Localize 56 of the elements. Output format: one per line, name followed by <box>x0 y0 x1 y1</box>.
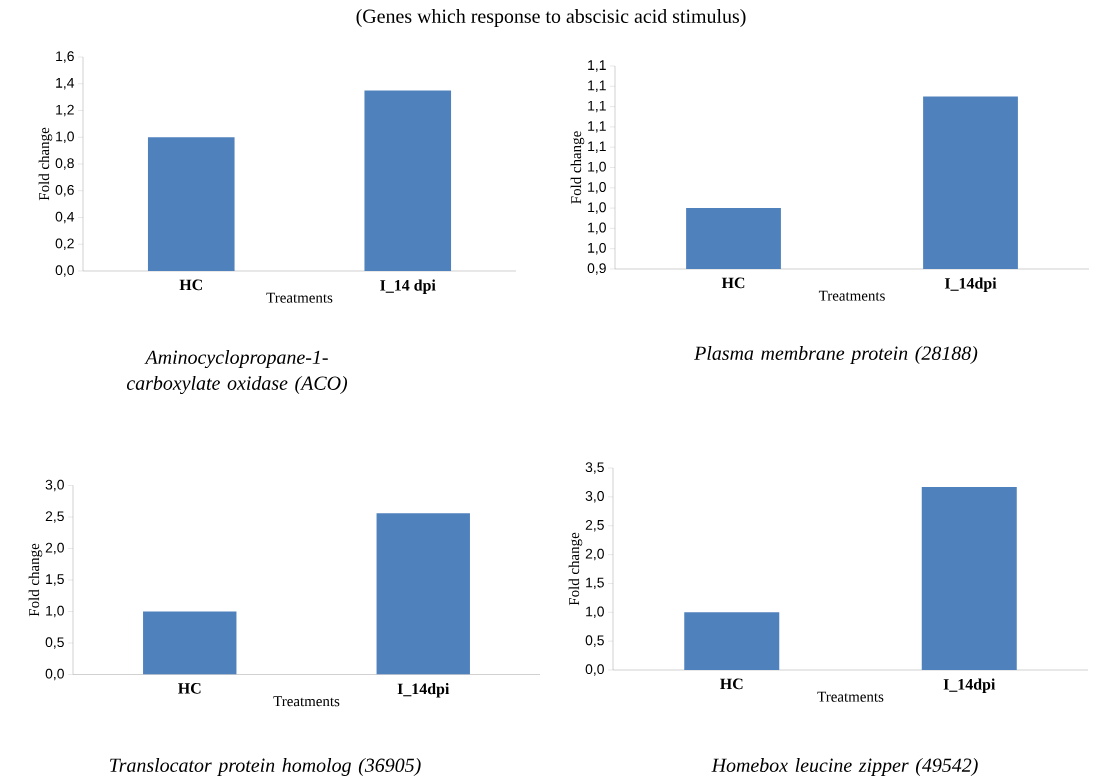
x-tick-label: I_14dpi <box>944 277 997 292</box>
x-axis-title: Treatments <box>273 696 340 707</box>
y-tick-label: 1,0 <box>588 222 606 235</box>
y-tick-label: 1,0 <box>588 182 606 194</box>
y-tick-label: 2,5 <box>585 519 604 532</box>
y-tick-label: 2,0 <box>585 548 604 561</box>
x-tick-label: HC <box>178 683 201 694</box>
y-tick-label: 1,1 <box>588 60 606 72</box>
y-tick-label: 1,1 <box>588 80 606 92</box>
y-tick-label: 1,4 <box>56 78 75 90</box>
y-tick-label: 3,0 <box>585 491 604 503</box>
y-tick-label: 1,0 <box>588 242 606 255</box>
y-tick-label: 1,1 <box>588 121 606 133</box>
chart-title: (Genes which response to abscisic acid stimulus) <box>356 8 746 28</box>
y-tick-label: 0,8 <box>55 158 74 170</box>
y-tick-label: 0,5 <box>45 637 64 649</box>
y-axis-title: Fold change <box>28 543 43 617</box>
y-tick-label: 1,2 <box>56 104 74 117</box>
y-tick-label: 0,2 <box>55 238 74 250</box>
x-tick-label: I_14dpi <box>943 678 996 693</box>
x-axis-title: Treatments <box>817 691 884 702</box>
y-tick-label: 1,1 <box>588 100 606 113</box>
x-tick-label: HC <box>721 277 745 289</box>
x-axis-title: Treatments <box>818 290 885 301</box>
text: Plasma membrane protein (28188) <box>694 345 978 365</box>
y-axis-title: Fold change <box>570 131 585 204</box>
y-tick-label: 0,0 <box>45 668 64 681</box>
y-tick-label: 0,0 <box>585 664 604 676</box>
y-tick-label: 2,5 <box>45 511 64 523</box>
y-axis-title: Fold change <box>38 127 53 201</box>
y-tick-label: 2,0 <box>45 542 64 555</box>
y-tick-label: 0,0 <box>55 265 74 277</box>
y-tick-label: 0,6 <box>55 184 74 197</box>
x-tick-label: I_14 dpi <box>380 279 436 294</box>
text: Translocator protein homolog (36905) <box>110 757 421 777</box>
text: Aminocyclopropane-1-carboxylate oxidase (ACO) <box>126 349 348 395</box>
y-tick-label: 1,0 <box>46 605 64 618</box>
y-tick-label: 0,5 <box>585 635 604 647</box>
y-tick-label: 0,4 <box>55 211 75 224</box>
x-axis-title: Treatments <box>266 292 333 303</box>
y-tick-label: 1,0 <box>56 131 74 143</box>
y-tick-label: 1,5 <box>586 577 604 590</box>
y-tick-label: 1,1 <box>588 141 606 153</box>
text: Homebox leucine zipper (49542) <box>711 757 978 777</box>
y-tick-label: 1,5 <box>46 574 64 586</box>
x-tick-label: HC <box>720 678 743 690</box>
y-tick-label: 1,6 <box>56 51 74 63</box>
y-tick-label: 1,0 <box>588 202 606 214</box>
y-tick-label: 3,5 <box>585 462 604 474</box>
y-tick-label: 3,0 <box>45 479 64 492</box>
y-axis-title: Fold change <box>568 532 583 606</box>
x-tick-label: HC <box>179 279 202 291</box>
x-tick-label: I_14dpi <box>397 683 450 698</box>
y-tick-label: 1,0 <box>586 606 604 619</box>
y-tick-label: 0,9 <box>587 263 606 275</box>
y-tick-label: 1,0 <box>588 161 606 174</box>
